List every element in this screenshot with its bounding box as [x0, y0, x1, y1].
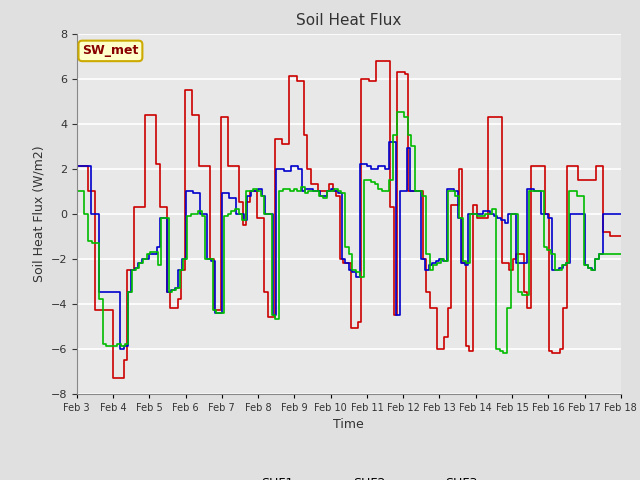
SHF1 — [372, 58, 380, 63]
SHF2 — [425, 263, 433, 268]
SHF3 — [168, 287, 176, 293]
SHF3 — [433, 260, 441, 266]
SHF2 — [613, 211, 621, 216]
Line: SHF3: SHF3 — [77, 112, 621, 353]
SHF1 — [617, 233, 625, 239]
SHF1 — [159, 204, 167, 210]
SHF2 — [341, 260, 349, 266]
SHF1 — [109, 375, 116, 381]
X-axis label: Time: Time — [333, 418, 364, 431]
SHF3 — [143, 251, 150, 257]
SHF1 — [73, 164, 81, 169]
SHF3 — [312, 188, 319, 194]
Line: SHF2: SHF2 — [77, 142, 621, 348]
Legend: SHF1, SHF2, SHF3: SHF1, SHF2, SHF3 — [214, 472, 483, 480]
SHF3 — [393, 109, 401, 115]
SHF3 — [499, 350, 507, 356]
SHF3 — [205, 256, 213, 262]
SHF1 — [214, 308, 221, 313]
SHF2 — [73, 164, 81, 169]
SHF2 — [269, 312, 276, 318]
Title: Soil Heat Flux: Soil Heat Flux — [296, 13, 401, 28]
SHF3 — [617, 251, 625, 257]
SHF3 — [202, 256, 209, 262]
Y-axis label: Soil Heat Flux (W/m2): Soil Heat Flux (W/m2) — [32, 145, 45, 282]
Text: SW_met: SW_met — [82, 44, 139, 58]
SHF1 — [264, 314, 271, 320]
SHF2 — [617, 211, 625, 216]
SHF1 — [91, 308, 99, 313]
SHF2 — [116, 346, 124, 351]
SHF2 — [410, 188, 418, 194]
Line: SHF1: SHF1 — [77, 60, 621, 378]
SHF2 — [385, 139, 392, 144]
SHF1 — [433, 346, 441, 351]
SHF3 — [73, 188, 81, 194]
SHF2 — [461, 263, 468, 268]
SHF1 — [444, 305, 452, 311]
